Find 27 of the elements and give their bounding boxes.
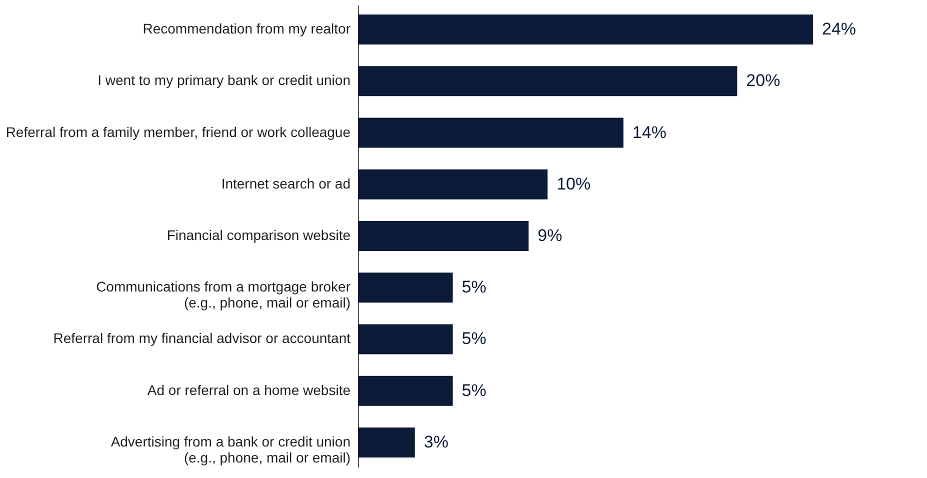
y-tick-label: Referral from my financial advisor or accountant	[53, 330, 351, 346]
y-tick-label: Advertising from a bank or credit union (e.g., phone, mail or email)	[110, 433, 350, 466]
bar	[358, 376, 453, 406]
bar	[358, 272, 453, 303]
y-tick-label: Internet search or ad	[221, 175, 350, 192]
data-label: 24%	[822, 20, 856, 39]
bar	[358, 221, 529, 251]
bar	[358, 118, 624, 148]
bar	[358, 324, 453, 354]
data-label: 5%	[462, 278, 486, 297]
data-label: 9%	[538, 226, 562, 245]
y-tick-label: I went to my primary bank or credit union	[98, 72, 350, 88]
y-tick-label: Referral from a family member, friend or work colleague	[6, 124, 351, 140]
data-label: 14%	[632, 122, 666, 142]
y-tick-label: Ad or referral on a home website	[147, 382, 351, 398]
data-label: 20%	[746, 71, 780, 90]
data-label: 3%	[424, 432, 448, 452]
data-label: 10%	[556, 174, 591, 194]
bar	[358, 66, 738, 96]
bar	[358, 169, 548, 200]
y-tick-label: Recommendation from my realtor	[142, 20, 351, 37]
y-tick-label: Communications from a mortgage broker (e.g., phone, mail or email)	[96, 278, 351, 311]
bar	[358, 14, 813, 45]
data-label: 5%	[462, 380, 486, 400]
bar	[358, 427, 415, 458]
y-tick-label: Financial comparison website	[166, 227, 351, 243]
data-label: 5%	[462, 329, 486, 348]
